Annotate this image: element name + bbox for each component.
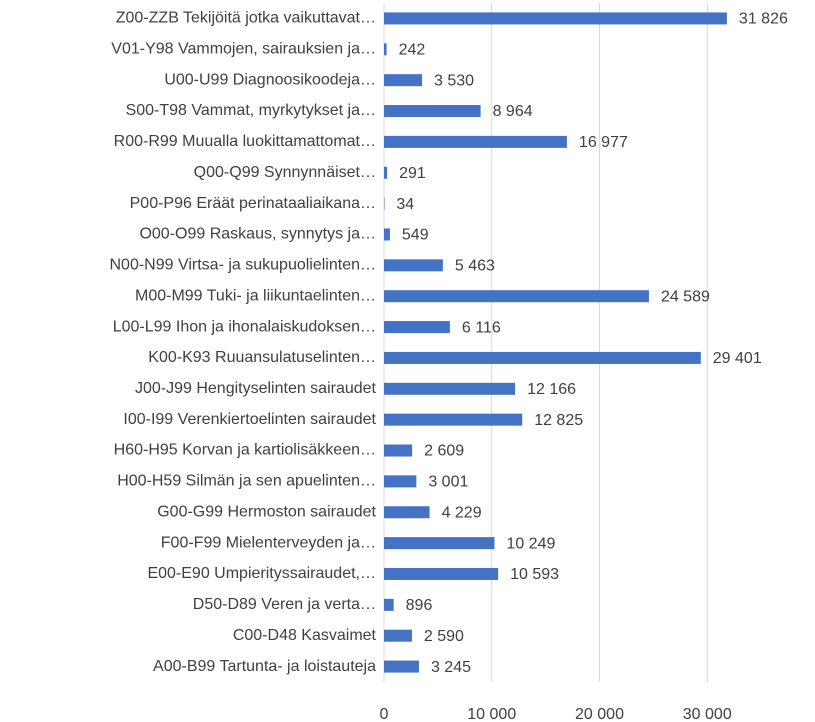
data-label: 2 609: [424, 443, 464, 460]
bar: [384, 74, 423, 87]
y-tick-label: M00-M99 Tuki- ja liikuntaelinten…: [135, 287, 376, 304]
bar: [384, 166, 388, 179]
data-label: 31 826: [739, 11, 788, 28]
data-label: 3 530: [434, 72, 474, 89]
data-label: 12 825: [534, 412, 583, 429]
y-tick-label: A00-B99 Tartunta- ja loistauteja: [153, 658, 376, 675]
y-tick-label: U00-U99 Diagnoosikoodeja…: [164, 71, 376, 88]
bar: [384, 413, 523, 426]
y-tick-label: H60-H95 Korvan ja kartiolisäkkeen…: [114, 442, 376, 459]
x-tick-label: 0: [380, 706, 389, 722]
y-tick-label: G00-G99 Hermoston sairaudet: [157, 503, 376, 520]
y-tick-label: E00-E90 Umpierityssairaudet,…: [147, 565, 376, 582]
bar: [384, 105, 481, 118]
bar: [384, 598, 394, 611]
bar: [384, 444, 413, 457]
bar: [384, 660, 419, 673]
bar: [384, 567, 499, 580]
y-tick-label: D50-D89 Veren ja verta…: [193, 596, 376, 613]
bar: [384, 475, 417, 488]
bar: [384, 259, 443, 272]
data-label: 4 229: [442, 504, 482, 521]
y-tick-label: H00-H59 Silmän ja sen apuelinten…: [117, 473, 376, 490]
bar: [384, 12, 727, 25]
y-tick-label: V01-Y98 Vammojen, sairauksien ja…: [111, 41, 376, 58]
x-tick-label: 10 000: [467, 706, 516, 722]
y-tick-label: P00-P96 Eräät perinataaliaikana…: [130, 195, 376, 212]
y-tick-label: S00-T98 Vammat, myrkytykset ja…: [126, 102, 376, 119]
y-tick-label: C00-D48 Kasvaimet: [233, 627, 377, 644]
data-label: 6 116: [462, 319, 501, 336]
data-label: 10 593: [510, 566, 559, 583]
bar: [384, 43, 387, 56]
data-label: 291: [399, 165, 426, 182]
y-tick-label: Q00-Q99 Synnynnäiset…: [194, 164, 376, 181]
bar: [384, 629, 412, 642]
bar: [384, 351, 701, 364]
bar: [384, 321, 450, 334]
data-label: 24 589: [661, 288, 710, 305]
data-label: 549: [402, 227, 429, 244]
y-tick-label: O00-O99 Raskaus, synnytys ja…: [139, 226, 376, 243]
data-label: 29 401: [713, 350, 762, 367]
data-label: 34: [396, 196, 414, 213]
y-tick-label: L00-L99 Ihon ja ihonalaiskudoksen…: [113, 318, 376, 335]
data-label: 12 166: [527, 381, 576, 398]
bar: [384, 506, 430, 519]
bar: [384, 382, 516, 395]
bar: [384, 228, 390, 241]
y-tick-label: F00-F99 Mielenterveyden ja…: [161, 534, 376, 551]
bar: [384, 537, 495, 550]
x-tick-label: 20 000: [575, 706, 624, 722]
data-label: 896: [406, 597, 433, 614]
bar: [384, 290, 649, 303]
data-label: 8 964: [493, 103, 533, 120]
y-tick-label: R00-R99 Muualla luokittamattomat…: [114, 133, 376, 150]
y-tick-label: N00-N99 Virtsa- ja sukupuolielinten…: [109, 257, 376, 274]
y-tick-label: Z00-ZZB Tekijöitä jotka vaikuttavat…: [116, 10, 376, 27]
data-label: 10 249: [506, 535, 555, 552]
data-label: 16 977: [579, 134, 628, 151]
y-tick-label: J00-J99 Hengityselinten sairaudet: [135, 380, 377, 397]
bar: [384, 197, 385, 210]
x-tick-label: 30 000: [683, 706, 732, 722]
data-label: 2 590: [424, 628, 464, 645]
data-label: 3 001: [428, 474, 468, 491]
data-label: 3 245: [431, 659, 471, 676]
y-tick-label: K00-K93 Ruuansulatuselinten…: [148, 349, 376, 366]
data-label: 5 463: [455, 258, 495, 275]
data-label: 242: [399, 42, 426, 59]
y-tick-label: I00-I99 Verenkiertoelinten sairaudet: [123, 411, 376, 428]
bar: [384, 135, 567, 148]
